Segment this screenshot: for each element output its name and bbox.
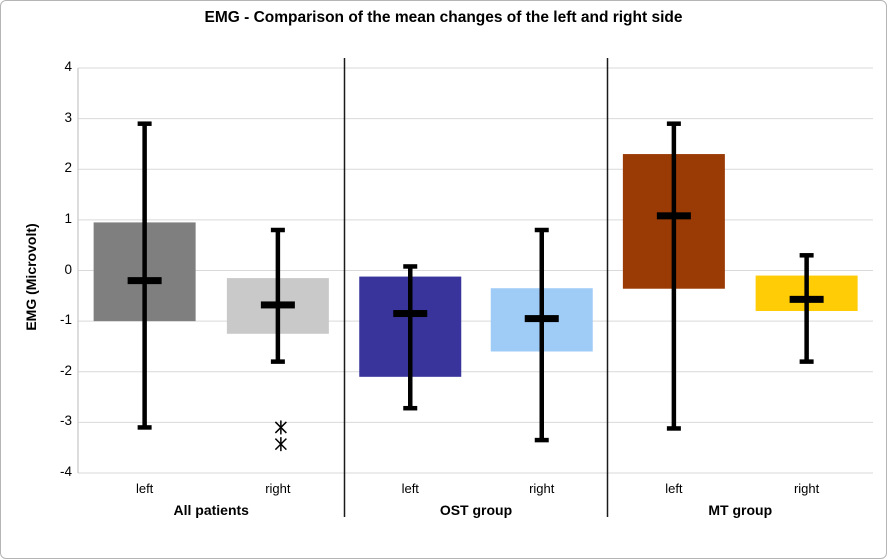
x-tick-label-ost-group-right: right (529, 481, 555, 496)
y-tick-label--2: -2 (59, 362, 72, 378)
y-tick-label-0: 0 (64, 261, 72, 277)
y-tick-label-4: 4 (64, 59, 72, 74)
group-label-ost-group: OST group (439, 502, 513, 518)
outlier-marker-all-patients-right-1 (274, 438, 287, 451)
outlier-marker-all-patients-right-0 (274, 421, 287, 434)
y-tick-label--4: -4 (59, 464, 72, 479)
x-tick-label-ost-group-left: left (401, 481, 419, 496)
y-tick-label--3: -3 (59, 413, 72, 429)
median-ost-group-right (524, 315, 559, 323)
y-tick-label-1: 1 (64, 210, 72, 226)
x-tick-label-mt-group-left: left (665, 481, 683, 496)
group-label-mt-group: MT group (708, 502, 773, 518)
median-all-patients-left (127, 277, 162, 285)
x-tick-label-mt-group-right: right (793, 481, 820, 496)
y-tick-label-2: 2 (64, 160, 72, 176)
median-mt-group-right (789, 295, 824, 303)
median-all-patients-right (260, 301, 295, 309)
x-tick-label-all-patients-right: right (265, 481, 291, 496)
y-tick-label-3: 3 (64, 109, 72, 125)
x-tick-label-all-patients-left: left (135, 481, 154, 496)
group-label-all-patients: All patients (173, 502, 249, 518)
median-ost-group-left (393, 310, 428, 318)
y-tick-label--1: -1 (59, 312, 72, 328)
chart-title: EMG - Comparison of the mean changes of … (204, 9, 683, 26)
median-mt-group-left (656, 212, 691, 220)
